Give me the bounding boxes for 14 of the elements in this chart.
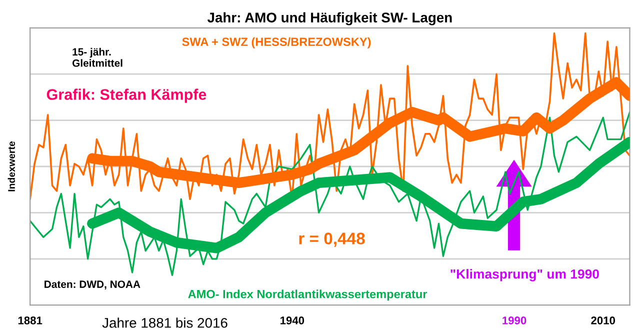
annotation: "Klimasprung" um 1990	[450, 268, 599, 282]
x-tick-label: 2010	[591, 316, 616, 324]
y-axis-title: Indexwerte	[8, 141, 15, 192]
x-tick-label: 1940	[280, 316, 304, 324]
series-label: AMO- Index Nordatlantikwassertemperatur	[188, 290, 428, 301]
annotation: 15- jähr. Gleitmittel	[72, 48, 122, 67]
x-axis-title: Jahre 1881 bis 2016	[102, 318, 228, 328]
x-tick-label: 1881	[18, 316, 42, 324]
annotation: r = 0,448	[299, 232, 365, 247]
x-tick-label: 1990	[502, 316, 526, 324]
annotation: Grafik: Stefan Kämpfe	[46, 88, 206, 103]
text: SWA + SWZ (HESS/BREZOWSKY)	[182, 37, 371, 48]
chart-title: Jahr: AMO und Häufigkeit SW- Lagen	[207, 12, 452, 26]
annotation: Daten: DWD, NOAA	[44, 280, 140, 290]
